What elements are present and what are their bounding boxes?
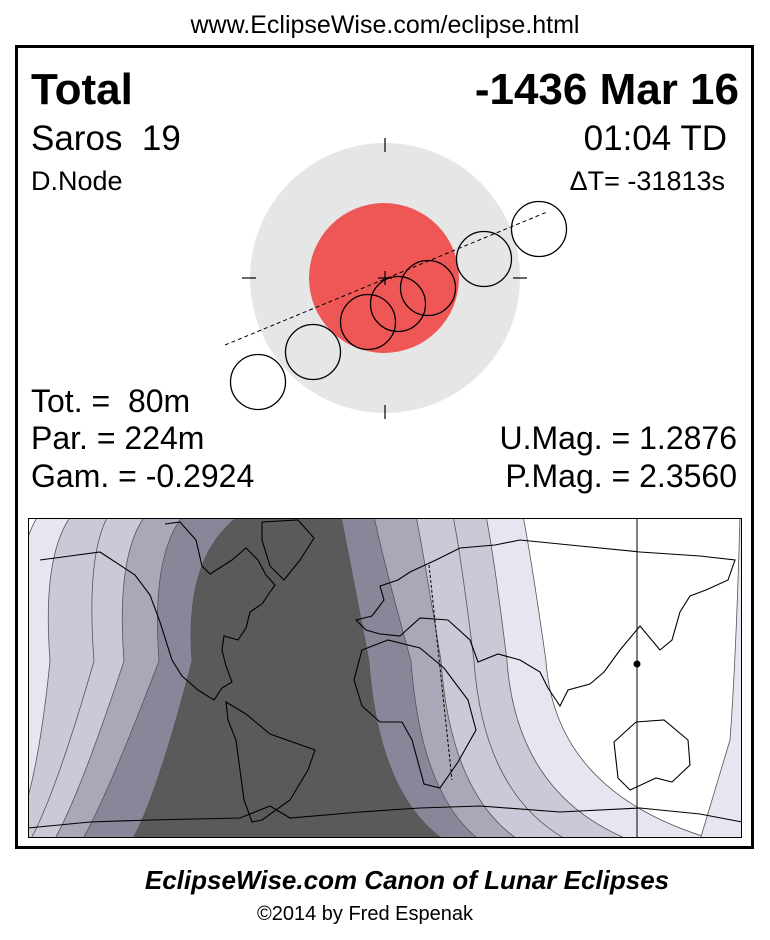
moon-position	[399, 259, 457, 317]
saros-number: Saros 19	[31, 119, 181, 158]
delta-t: ΔT= -31813s	[570, 166, 725, 196]
moon-path-line	[224, 211, 548, 346]
south-america-outline	[225, 700, 316, 823]
band-wraparound-east	[700, 518, 742, 838]
moon-position	[339, 293, 397, 351]
partial-duration: Par. = 224m	[31, 420, 204, 456]
footer-copyright: ©2014 by Fred Espenak	[257, 903, 474, 925]
map-border	[28, 518, 742, 838]
totality-duration: Tot. = 80m	[31, 383, 190, 419]
eclipse-time: 01:04 TD	[584, 119, 727, 158]
penumbral-magnitude: P.Mag. = 2.3560	[505, 458, 737, 494]
gamma-value: Gam. = -0.2924	[31, 458, 254, 494]
antarctica-outline	[28, 805, 742, 829]
visibility-map	[28, 518, 742, 838]
coastlines	[28, 519, 742, 829]
moon-position	[455, 230, 513, 288]
node-label: D.Node	[31, 166, 123, 196]
greenland-outline	[261, 519, 315, 581]
north-america-outline	[39, 521, 276, 701]
eclipse-type: Total	[31, 65, 133, 114]
axis-ticks	[242, 138, 527, 419]
moon-position	[369, 275, 427, 333]
africa-outline	[353, 639, 477, 789]
australia-outline	[613, 719, 691, 791]
eclipse-date: -1436 Mar 16	[475, 65, 739, 114]
shadow-diagram	[224, 138, 568, 419]
figure-frame	[15, 45, 754, 849]
terminator-dashed-line	[428, 564, 453, 781]
moon-positions	[229, 200, 568, 411]
page-url: www.EclipseWise.com/eclipse.html	[190, 11, 580, 39]
moon-position	[284, 323, 342, 381]
umbral-magnitude: U.Mag. = 1.2876	[500, 420, 737, 456]
footer-title: EclipseWise.com Canon of Lunar Eclipses	[145, 865, 669, 895]
europe-asia-outline	[354, 539, 736, 708]
moon-position	[229, 353, 287, 411]
band-total	[132, 518, 442, 838]
moon-position	[510, 200, 568, 258]
greatest-eclipse-point	[633, 660, 641, 668]
